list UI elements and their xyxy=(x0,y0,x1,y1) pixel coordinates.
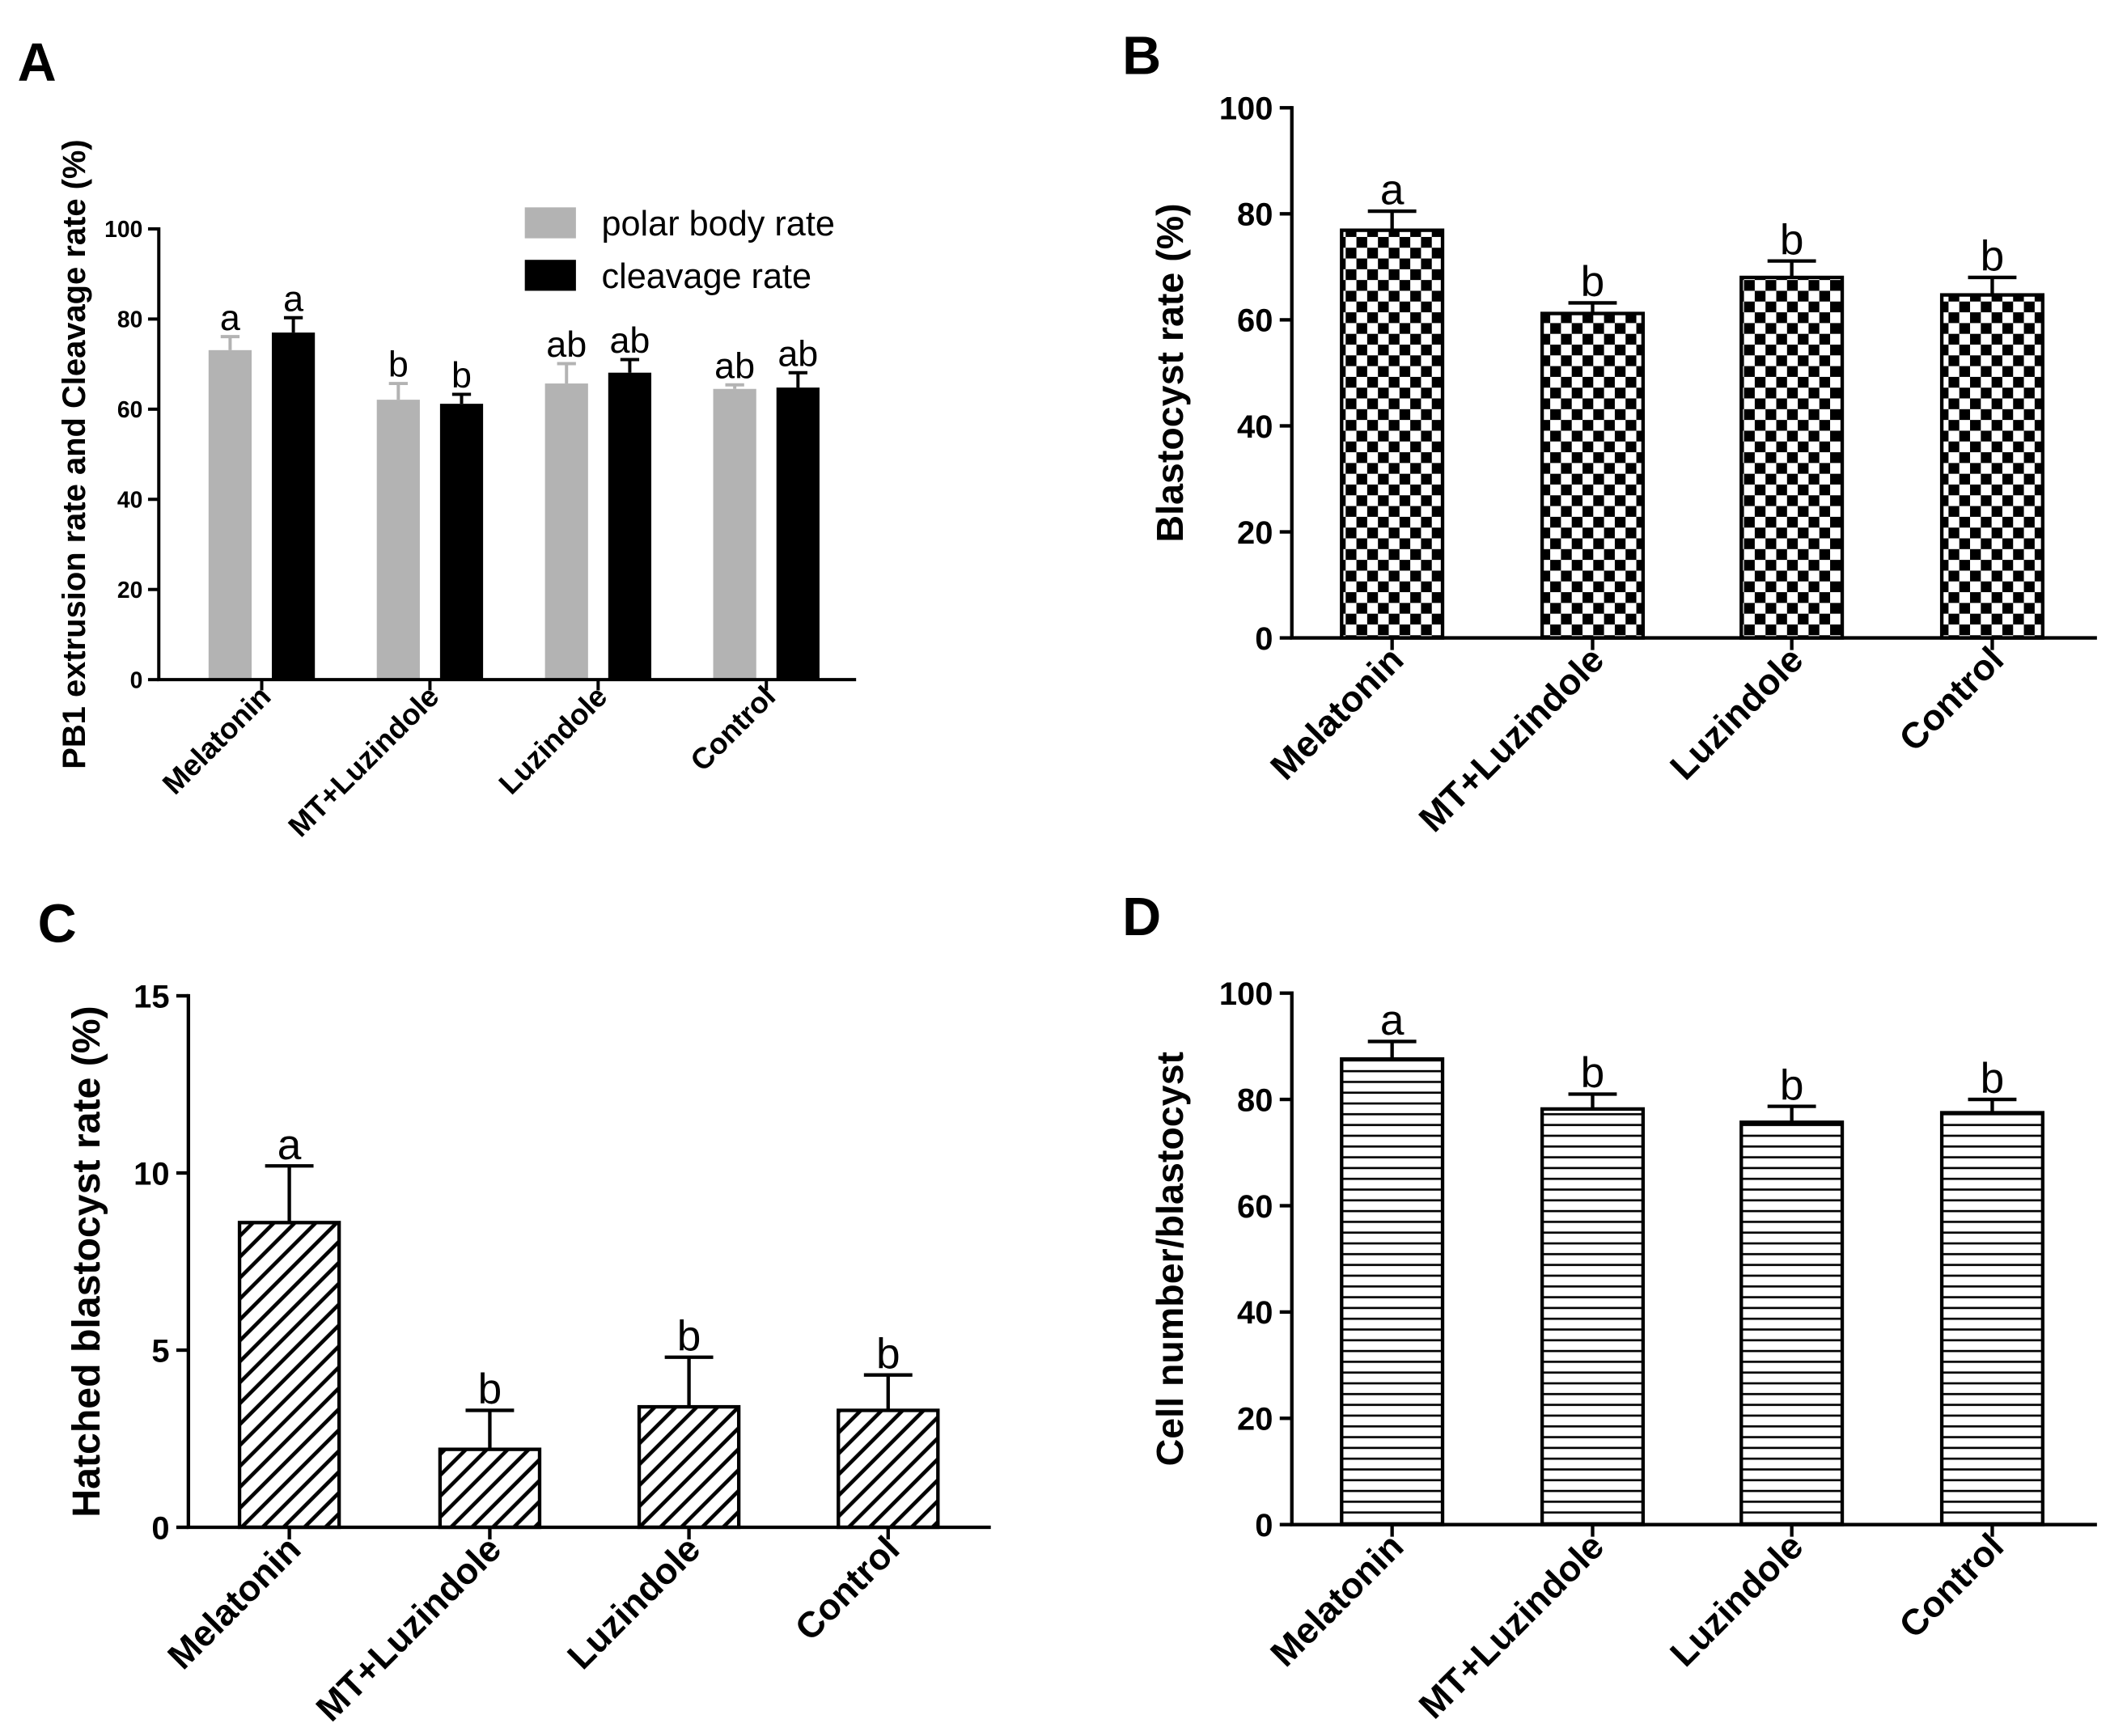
panel-a-mt-plus-luzindole-polar-body-rate-error-bar xyxy=(388,382,408,400)
panel-a-control-polar-body-rate-error-bar xyxy=(725,383,744,389)
panel-a-luzindole-polar-body-rate-bar xyxy=(544,383,588,680)
panel-a-melatonin-polar-body-rate-significance-letter: a xyxy=(220,297,240,338)
panel-d-mt-plus-luzindole-significance-letter: b xyxy=(1581,1049,1605,1097)
panel-a-mt-plus-luzindole-cleavage-rate-error-bar xyxy=(451,392,472,404)
panel-a-melatonin-polar-body-rate-bar xyxy=(208,349,252,680)
panel-b-letter: B xyxy=(1122,27,1161,87)
panel-c-y-axis-label: Hatched blastocyst rate (%) xyxy=(65,1006,108,1517)
panel-d-y-axis-label: Cell number/blastocyst xyxy=(1149,1052,1191,1466)
panel-b-mt-plus-luzindole-error-bar xyxy=(1568,301,1617,314)
panel-d-y-tick-label: 100 xyxy=(1219,976,1273,1012)
panel-c-y-tick-label: 0 xyxy=(151,1510,169,1546)
panel-a-melatonin-cleavage-rate-error-bar xyxy=(283,315,303,333)
panel-b-y-tick-label: 40 xyxy=(1237,409,1273,445)
panel-c-control-error-bar xyxy=(863,1373,913,1411)
panel-a-control-cleavage-rate-bar xyxy=(776,387,820,680)
panel-c-y-tick-label: 15 xyxy=(133,979,169,1014)
panel-a-luzindole-cleavage-rate-significance-letter: ab xyxy=(609,320,650,361)
panel-a-mt-plus-luzindole-polar-body-rate-bar xyxy=(376,400,420,680)
panel-a-y-axis-label: PB1 extrusion rate and Cleavage rate (%) xyxy=(57,139,92,768)
panel-d-control-bar xyxy=(1939,1111,2044,1526)
panel-a-control-polar-body-rate-bar xyxy=(713,388,756,680)
panel-a-y-tick-label: 0 xyxy=(130,667,143,692)
panel-c-luzindole-error-bar xyxy=(664,1355,714,1408)
panel-b-y-axis-label: Blastocyst rate (%) xyxy=(1149,203,1191,542)
panel-d-luzindole-significance-letter: b xyxy=(1780,1061,1804,1109)
panel-b-y-tick-label: 0 xyxy=(1255,621,1273,657)
panel-a-luzindole-polar-body-rate-significance-letter: ab xyxy=(546,324,587,365)
legend-label-polar-body-rate: polar body rate xyxy=(601,205,834,243)
panel-c-luzindole-significance-letter: b xyxy=(677,1312,701,1360)
panel-c-melatonin-bar xyxy=(237,1221,341,1530)
panel-d-y-tick-label: 80 xyxy=(1237,1082,1273,1118)
panel-b-control-significance-letter: b xyxy=(1981,233,2005,281)
panel-b-melatonin-significance-letter: a xyxy=(1380,167,1405,214)
panel-b-y-tick-label: 60 xyxy=(1237,303,1273,339)
panel-a-luzindole-polar-body-rate-error-bar xyxy=(557,362,576,384)
panel-b-melatonin-error-bar xyxy=(1367,209,1417,231)
legend-swatch-polar-body-rate xyxy=(524,207,576,239)
panel-d-melatonin-error-bar xyxy=(1367,1039,1417,1060)
panel-c-control-significance-letter: b xyxy=(876,1330,900,1378)
panel-a-melatonin-polar-body-rate-error-bar xyxy=(220,335,240,350)
panel-b-mt-plus-luzindole-significance-letter: b xyxy=(1581,258,1605,306)
panel-d-melatonin-significance-letter: a xyxy=(1380,997,1405,1044)
panel-a-control-cleavage-rate-significance-letter: ab xyxy=(777,332,818,374)
panel-d-luzindole-bar xyxy=(1739,1120,1845,1526)
panel-a-y-tick-label: 80 xyxy=(117,307,142,332)
panel-a-y-tick-label: 100 xyxy=(104,216,142,242)
panel-a-luzindole-cleavage-rate-bar xyxy=(608,372,652,680)
panel-c-mt-plus-luzindole-error-bar xyxy=(465,1408,515,1450)
panel-c-mt-plus-luzindole-significance-letter: b xyxy=(478,1366,502,1413)
panel-b-control-bar xyxy=(1939,293,2044,640)
panel-c-melatonin-error-bar xyxy=(265,1164,314,1223)
panel-a-control-cleavage-rate-error-bar xyxy=(788,370,807,388)
panel-d-y-tick-label: 0 xyxy=(1255,1508,1273,1543)
panel-a-legend: polar body rate cleavage rate xyxy=(524,205,835,296)
panel-d-y-tick-label: 40 xyxy=(1237,1295,1273,1331)
panel-a-y-tick-label: 20 xyxy=(117,577,142,603)
panel-b-luzindole-significance-letter: b xyxy=(1780,216,1804,264)
panel-a-control-polar-body-rate-significance-letter: ab xyxy=(714,345,755,386)
panel-b-luzindole-error-bar xyxy=(1767,259,1816,277)
panel-b-mt-plus-luzindole-bar xyxy=(1540,311,1646,640)
panel-a-melatonin-cleavage-rate-bar xyxy=(271,332,316,680)
panel-b-bars: a b b b xyxy=(1340,167,2044,640)
panel-c-melatonin-significance-letter: a xyxy=(278,1121,302,1169)
panel-a-letter: A xyxy=(18,33,57,93)
panel-d-y-tick-label: 20 xyxy=(1237,1402,1273,1437)
panel-d-bars: a b b b xyxy=(1340,997,2044,1526)
panel-c-letter: C xyxy=(38,894,77,954)
panel-a-mt-plus-luzindole-polar-body-rate-significance-letter: b xyxy=(388,344,409,385)
panel-c-y-tick-label: 5 xyxy=(151,1333,169,1369)
panel-a-y-tick-label: 60 xyxy=(117,396,142,422)
panel-c-luzindole-bar xyxy=(637,1404,741,1530)
panel-b-y-tick-label: 80 xyxy=(1237,197,1273,233)
panel-b-y-tick-label: 100 xyxy=(1219,91,1273,127)
panel-c-mt-plus-luzindole-bar xyxy=(438,1447,542,1530)
panel-a-melatonin-cleavage-rate-significance-letter: a xyxy=(283,277,303,319)
panel-d-control-significance-letter: b xyxy=(1981,1055,2005,1103)
panel-d-mt-plus-luzindole-error-bar xyxy=(1568,1092,1617,1109)
panel-b-y-tick-label: 20 xyxy=(1237,515,1273,551)
panel-b-melatonin-bar xyxy=(1340,228,1445,640)
panel-a-mt-plus-luzindole-cleavage-rate-bar xyxy=(439,404,484,680)
panel-d-letter: D xyxy=(1122,887,1161,947)
panel-c-y-tick-label: 10 xyxy=(133,1156,169,1192)
panel-d-luzindole-error-bar xyxy=(1767,1104,1816,1123)
panel-b-luzindole-bar xyxy=(1739,275,1845,640)
panel-b-control-error-bar xyxy=(1968,275,2017,295)
legend-label-cleavage-rate: cleavage rate xyxy=(601,257,811,296)
legend-swatch-cleavage-rate xyxy=(524,260,576,291)
panel-c-control-bar xyxy=(837,1408,940,1530)
panel-a-mt-plus-luzindole-cleavage-rate-significance-letter: b xyxy=(451,354,472,396)
panel-d-y-tick-label: 60 xyxy=(1237,1189,1273,1225)
panel-a-y-tick-label: 40 xyxy=(117,486,142,512)
panel-d-melatonin-bar xyxy=(1340,1056,1445,1526)
panel-d-control-error-bar xyxy=(1968,1097,2017,1113)
panel-d-mt-plus-luzindole-bar xyxy=(1540,1107,1646,1526)
panel-a-luzindole-cleavage-rate-error-bar xyxy=(620,358,640,373)
